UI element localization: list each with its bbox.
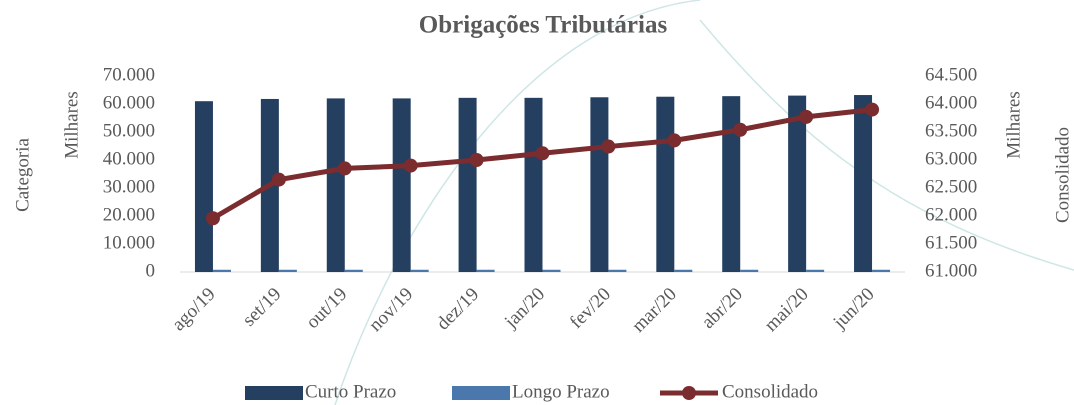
bar [806, 269, 825, 272]
y-tick-label: 10.000 [103, 232, 155, 253]
line-marker [403, 158, 418, 173]
decoration [334, 0, 701, 405]
line-marker [205, 211, 220, 226]
y2-axis-title: Consolidado [1052, 127, 1073, 223]
legend-label: Consolidado [722, 381, 818, 402]
y2-tick-label: 63.000 [925, 148, 977, 169]
y2-axis-label: Milhares [1003, 91, 1024, 159]
bar [542, 269, 561, 272]
x-tick-label: out/19 [302, 284, 351, 333]
y2-tick-label: 61.000 [925, 260, 977, 281]
bar [392, 98, 411, 273]
x-tick-label: fev/20 [566, 284, 615, 333]
line-marker [601, 139, 616, 154]
line-marker [799, 109, 814, 124]
line-marker [733, 122, 748, 137]
y-tick-label: 60.000 [103, 92, 155, 113]
bar [344, 269, 363, 272]
bar [194, 101, 213, 272]
bar [722, 96, 741, 272]
bar [872, 269, 891, 272]
x-tick-label: mai/20 [761, 284, 813, 336]
line-marker [667, 133, 682, 148]
y-tick-label: 0 [146, 260, 156, 281]
bar [476, 269, 495, 272]
x-tick-label: dez/19 [433, 284, 484, 335]
bar [326, 98, 345, 273]
bar [212, 269, 231, 272]
line-marker [337, 161, 352, 176]
line-marker [271, 172, 286, 187]
y-tick-label: 70.000 [103, 64, 155, 85]
x-tick-label: jun/20 [829, 284, 879, 334]
legend-swatch [452, 386, 510, 400]
y-tick-label: 50.000 [103, 120, 155, 141]
x-tick-label: ago/19 [168, 284, 219, 335]
bar [674, 269, 693, 272]
y2-tick-label: 62.500 [925, 176, 977, 197]
bar [524, 97, 543, 272]
legend-swatch [682, 386, 696, 400]
y2-tick-label: 64.000 [925, 92, 977, 113]
line-marker [535, 146, 550, 161]
y-tick-label: 40.000 [103, 148, 155, 169]
y-tick-label: 20.000 [103, 204, 155, 225]
line-marker [865, 102, 880, 117]
bar [788, 95, 807, 272]
y2-tick-label: 64.500 [925, 64, 977, 85]
y2-tick-label: 61.500 [925, 232, 977, 253]
bar [590, 97, 609, 272]
chart-title: Obrigações Tributárias [419, 12, 668, 39]
y2-tick-label: 62.000 [925, 204, 977, 225]
line-marker [469, 153, 484, 167]
bar [608, 269, 627, 272]
y-axis-label: Milhares [61, 91, 82, 159]
bar [854, 95, 873, 272]
x-tick-label: set/19 [239, 284, 286, 331]
legend-swatch [245, 386, 303, 400]
legend-label: Curto Prazo [305, 381, 396, 402]
x-tick-label: abr/20 [698, 284, 747, 333]
y-tick-label: 30.000 [103, 176, 155, 197]
bar [410, 269, 429, 272]
x-tick-label: mar/20 [628, 284, 681, 337]
y2-tick-label: 63.500 [925, 120, 977, 141]
bar [740, 269, 759, 272]
x-axis-label: Categoria [12, 138, 33, 212]
bar [656, 96, 675, 272]
x-tick-label: jan/20 [500, 284, 549, 333]
bar [458, 97, 477, 272]
legend-label: Longo Prazo [512, 381, 610, 402]
bar [278, 269, 297, 272]
